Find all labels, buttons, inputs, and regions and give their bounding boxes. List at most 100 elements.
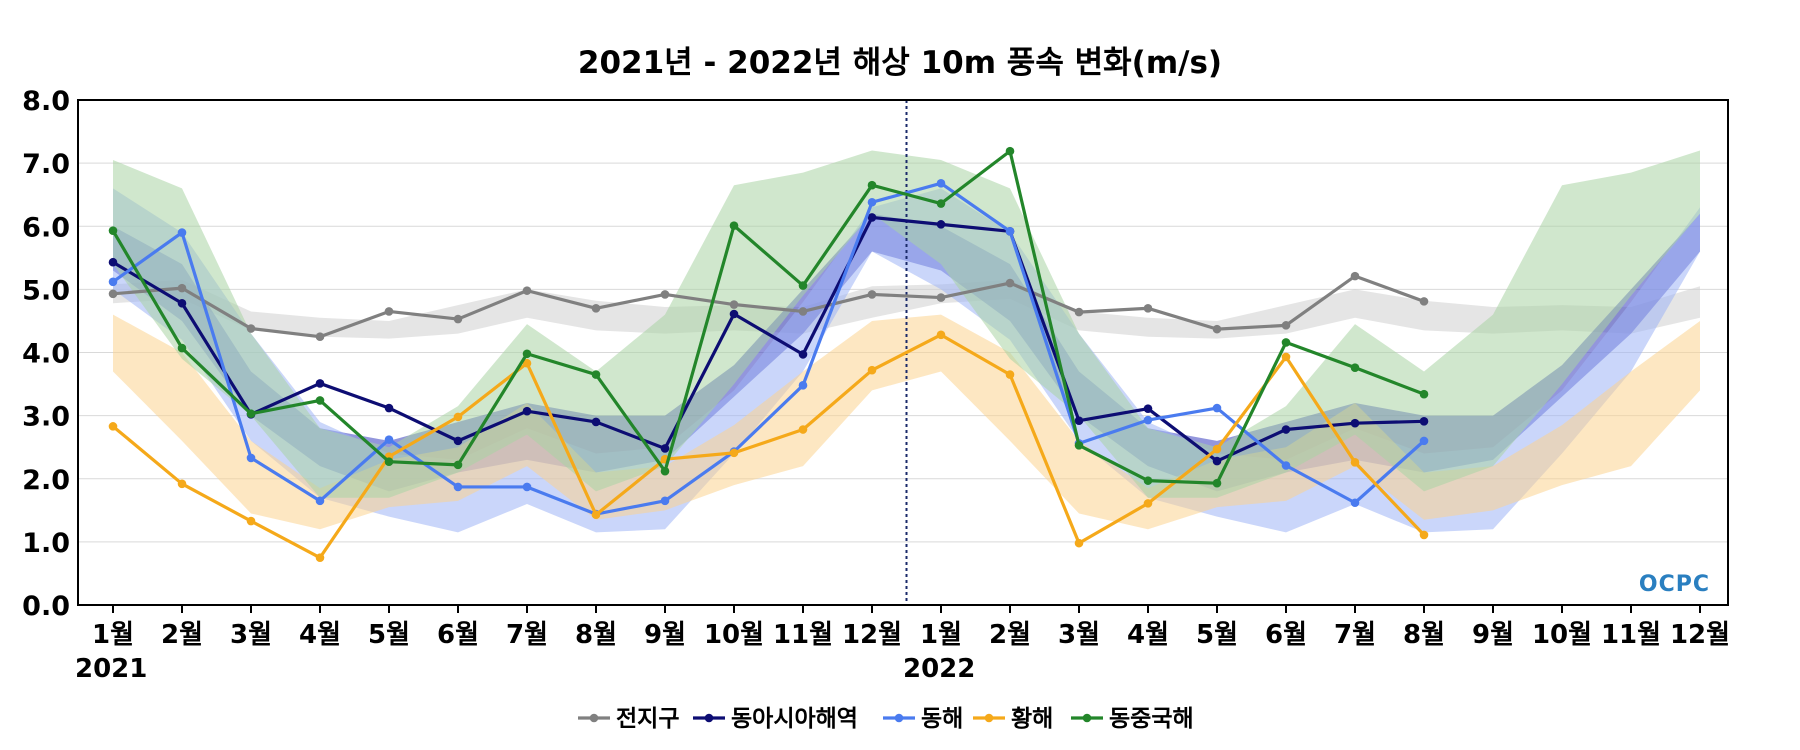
- data-point: [453, 460, 463, 470]
- data-point: [1143, 499, 1153, 508]
- series-전지구: [108, 271, 1429, 342]
- data-point: [936, 293, 946, 302]
- x-tick-label: 12월: [842, 620, 902, 650]
- data-point: [660, 290, 670, 299]
- data-point: [1281, 352, 1291, 362]
- legend-swatch-marker: [984, 713, 994, 723]
- data-point: [1350, 458, 1360, 467]
- data-point: [1074, 307, 1084, 317]
- y-tick-label: 0.0: [22, 591, 70, 622]
- data-point: [1419, 417, 1429, 426]
- data-point: [315, 396, 325, 405]
- legend-item-동해[interactable]: 동해: [883, 706, 963, 732]
- x-tick-label: 4월: [1127, 620, 1169, 650]
- data-point: [315, 496, 325, 506]
- legend-item-동아시아해역[interactable]: 동아시아해역: [693, 706, 858, 732]
- legend-item-전지구[interactable]: 전지구: [578, 706, 679, 732]
- data-point: [798, 425, 808, 434]
- data-point: [591, 510, 601, 520]
- data-point: [1074, 416, 1084, 425]
- data-point: [591, 370, 601, 379]
- data-point: [522, 482, 532, 492]
- data-point: [1419, 389, 1429, 399]
- series-동중국해: [108, 146, 1429, 488]
- series-line: [112, 274, 1425, 339]
- data-point: [108, 257, 118, 267]
- x-tick-label: 11월: [1601, 620, 1661, 650]
- data-point: [1005, 278, 1015, 288]
- x-tick-label: 4월: [299, 620, 341, 650]
- data-point: [798, 281, 808, 290]
- data-point: [108, 277, 118, 287]
- data-point: [108, 289, 118, 299]
- data-point: [1281, 338, 1291, 347]
- data-point: [1074, 538, 1084, 548]
- data-point: [453, 314, 463, 324]
- data-point: [867, 197, 877, 207]
- data-point: [453, 436, 463, 446]
- data-point: [315, 332, 325, 342]
- data-point: [1281, 425, 1291, 434]
- data-point: [246, 409, 256, 419]
- legend-label: 전지구: [616, 706, 679, 732]
- data-point: [1005, 146, 1015, 156]
- y-tick-label: 6.0: [22, 212, 70, 243]
- y-tick-label: 3.0: [22, 402, 70, 433]
- legend-swatch-marker: [894, 713, 904, 723]
- data-point: [108, 422, 118, 431]
- data-point: [936, 330, 946, 340]
- data-point: [867, 213, 877, 222]
- data-point: [384, 457, 394, 467]
- chart-title: 2021년 - 2022년 해상 10m 풍속 변화(m/s): [578, 45, 1222, 81]
- data-point: [1350, 418, 1360, 428]
- data-point: [936, 179, 946, 188]
- data-point: [1212, 324, 1222, 334]
- data-point: [798, 307, 808, 316]
- x-tick-label: 3월: [230, 620, 272, 650]
- legend-item-황해[interactable]: 황해: [973, 706, 1053, 732]
- x-tick-label: 9월: [1472, 620, 1514, 650]
- data-point: [246, 324, 256, 333]
- x-tick-label: 11월: [773, 620, 833, 650]
- data-point: [729, 221, 739, 230]
- data-point: [591, 417, 601, 427]
- x-tick-label: 2월: [989, 620, 1031, 650]
- band-동중국해: [113, 150, 1700, 498]
- legend-item-동중국해[interactable]: 동중국해: [1071, 706, 1194, 732]
- y-tick-label: 4.0: [22, 339, 70, 370]
- series-line: [111, 333, 1426, 560]
- data-point: [1143, 304, 1153, 313]
- data-point: [384, 403, 394, 413]
- plot-border: [77, 99, 1729, 606]
- year-label: 2021: [75, 654, 147, 684]
- legend-swatch-marker: [704, 713, 714, 723]
- chart-legend[interactable]: 전지구 동아시아해역 동해 황해 동중국해: [578, 706, 1194, 732]
- data-point: [1212, 403, 1222, 413]
- data-point: [177, 298, 187, 308]
- data-point: [1419, 436, 1429, 446]
- data-point: [384, 435, 394, 444]
- data-point: [1212, 478, 1222, 488]
- data-point: [522, 358, 532, 368]
- legend-swatch-marker: [589, 713, 599, 723]
- data-point: [1005, 370, 1015, 379]
- series-동해: [108, 179, 1429, 519]
- data-point: [729, 309, 739, 319]
- legend-label: 황해: [1011, 706, 1053, 732]
- y-tick-label: 5.0: [22, 275, 70, 306]
- data-point: [1350, 271, 1360, 281]
- x-tick-label: 1월: [92, 620, 134, 650]
- data-point: [315, 553, 325, 562]
- data-point: [453, 412, 463, 422]
- data-point: [522, 349, 532, 359]
- x-tick-label: 2월: [161, 620, 203, 650]
- data-point: [384, 307, 394, 316]
- x-tick-label: 3월: [1058, 620, 1100, 650]
- data-point: [1143, 404, 1153, 413]
- ocpc-logo-text: OCPC: [1639, 572, 1710, 597]
- series-lines: [108, 146, 1429, 562]
- data-point: [1005, 227, 1015, 236]
- data-point: [177, 343, 187, 353]
- year-label: 2022: [903, 654, 975, 684]
